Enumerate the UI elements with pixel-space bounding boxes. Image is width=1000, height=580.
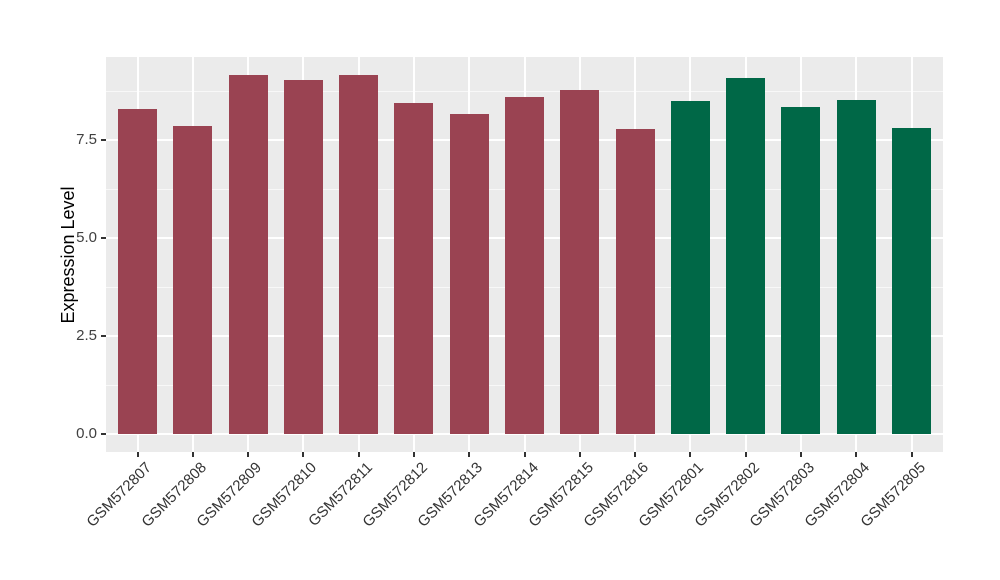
bar-GSM572805 bbox=[892, 127, 932, 434]
y-tick-mark bbox=[101, 237, 106, 239]
bar-GSM572802 bbox=[726, 78, 766, 434]
bar-GSM572803 bbox=[781, 106, 821, 434]
x-tick-mark bbox=[136, 452, 139, 457]
x-tick-mark bbox=[302, 452, 305, 457]
bar-GSM572811 bbox=[339, 74, 379, 434]
x-tick-mark bbox=[468, 452, 471, 457]
y-tick-label: 0.0 bbox=[76, 425, 97, 442]
y-tick-mark bbox=[101, 139, 106, 141]
bar-GSM572807 bbox=[118, 108, 157, 434]
bar-GSM572810 bbox=[283, 79, 323, 434]
y-axis-title: Expression Level bbox=[58, 186, 78, 324]
bar-GSM572812 bbox=[394, 102, 434, 434]
x-tick-mark bbox=[799, 452, 802, 457]
y-tick-label: 2.5 bbox=[76, 327, 97, 344]
y-tick-mark bbox=[101, 433, 106, 435]
x-tick-mark bbox=[855, 452, 858, 457]
x-tick-mark bbox=[357, 452, 360, 457]
x-tick-mark bbox=[191, 452, 194, 457]
bar-GSM572813 bbox=[449, 114, 489, 434]
x-tick-mark bbox=[634, 452, 637, 457]
y-tick-label: 5.0 bbox=[76, 229, 97, 246]
bar-GSM572814 bbox=[505, 96, 545, 434]
x-tick-mark bbox=[523, 452, 526, 457]
y-tick-label: 7.5 bbox=[76, 131, 97, 148]
x-tick-mark bbox=[744, 452, 747, 457]
x-tick-mark bbox=[247, 452, 250, 457]
x-tick-mark bbox=[412, 452, 415, 457]
bar-GSM572816 bbox=[615, 129, 655, 434]
x-tick-mark bbox=[689, 452, 692, 457]
bar-GSM572809 bbox=[228, 74, 268, 434]
bar-GSM572815 bbox=[560, 89, 600, 434]
bar-GSM572801 bbox=[670, 100, 710, 434]
y-tick-mark bbox=[101, 335, 106, 337]
x-tick-mark bbox=[910, 452, 913, 457]
x-tick-mark bbox=[578, 452, 581, 457]
bar-GSM572804 bbox=[836, 99, 876, 434]
x-tick-label-GSM572807: GSM572807 bbox=[82, 459, 155, 531]
plot-panel bbox=[106, 57, 943, 452]
bar-GSM572808 bbox=[173, 125, 213, 434]
